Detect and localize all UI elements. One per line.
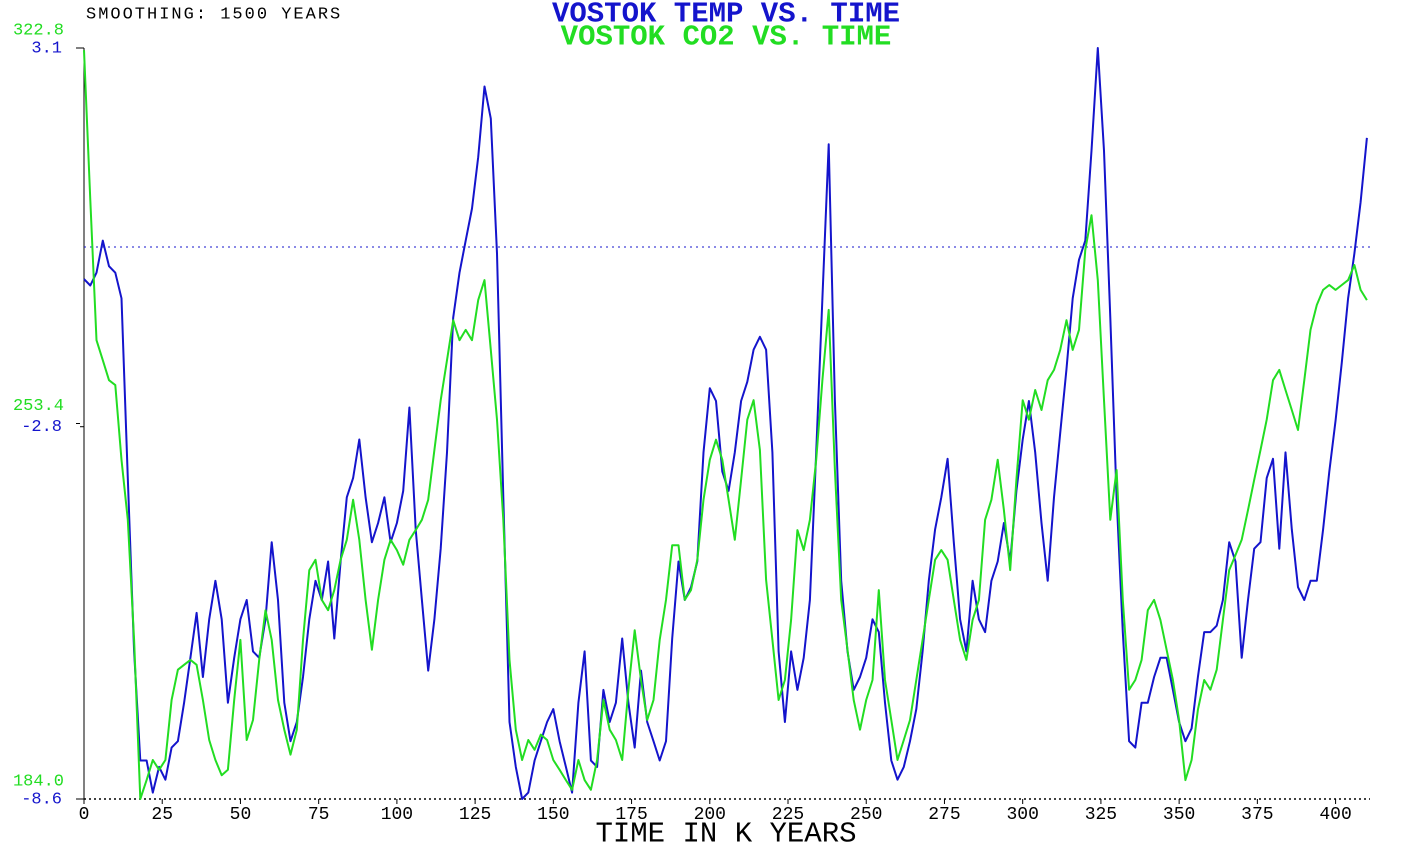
x-tick-label: 275 — [928, 805, 960, 825]
chart-subtitle: VOSTOK CO2 VS. TIME — [561, 21, 892, 54]
x-tick-label: 400 — [1319, 805, 1351, 825]
x-tick-label: 325 — [1085, 805, 1117, 825]
series-line — [83, 50, 1368, 800]
x-tick-label: 0 — [79, 805, 90, 825]
y-tick-label: 3.1 — [31, 39, 62, 58]
x-tick-label: 250 — [850, 805, 882, 825]
x-tick-label: 175 — [615, 805, 647, 825]
x-tick-label: 375 — [1241, 805, 1273, 825]
x-tick-label: 300 — [1006, 805, 1038, 825]
x-tick-label: 125 — [459, 805, 491, 825]
y2-tick-label: 253.4 — [13, 397, 64, 416]
x-tick-label: 350 — [1163, 805, 1195, 825]
x-tick-label: 75 — [308, 805, 330, 825]
y-tick-label: -8.6 — [21, 790, 62, 809]
x-tick-label: 25 — [151, 805, 173, 825]
x-axis-label: TIME IN K YEARS — [595, 818, 856, 848]
x-tick-label: 100 — [381, 805, 413, 825]
y-tick-label: -2.8 — [21, 418, 62, 437]
smoothing-note: SMOOTHING: 1500 YEARS — [86, 5, 342, 24]
chart-title: VOSTOK TEMP VS. TIME — [552, 0, 900, 31]
x-tick-label: 225 — [772, 805, 804, 825]
x-tick-label: 200 — [694, 805, 726, 825]
y2-tick-label: 322.8 — [13, 21, 64, 40]
x-tick-label: 150 — [537, 805, 569, 825]
y2-tick-label: 184.0 — [13, 772, 64, 791]
x-tick-label: 50 — [230, 805, 252, 825]
